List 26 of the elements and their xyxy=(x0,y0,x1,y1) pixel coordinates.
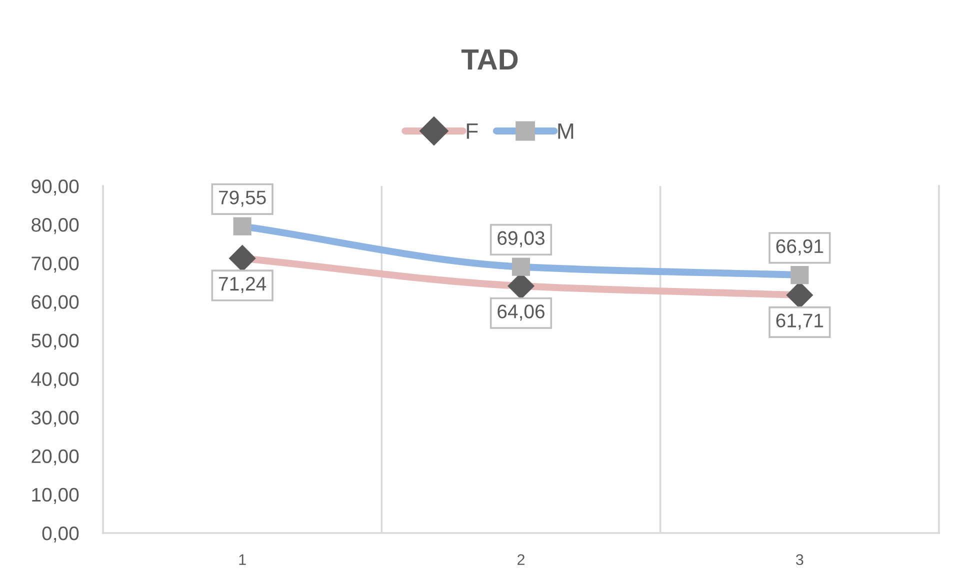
chart-title: TAD xyxy=(461,49,518,70)
y-tick-label: 70,00 xyxy=(32,256,79,273)
data-label: 79,55 xyxy=(219,190,266,207)
y-tick-label: 40,00 xyxy=(31,372,79,388)
x-tick-label: 1 xyxy=(239,554,246,565)
y-tick-label: 20,00 xyxy=(32,449,79,466)
point xyxy=(233,217,252,236)
data-label: 69,03 xyxy=(498,231,544,248)
y-tick-label: 0,00 xyxy=(42,526,79,543)
y-tick-label: 50,00 xyxy=(32,334,79,350)
y-tick-label: 60,00 xyxy=(32,295,79,312)
x-tick-label: 2 xyxy=(518,554,524,565)
data-label: 66,91 xyxy=(776,239,824,256)
data-label: 71,24 xyxy=(219,276,266,293)
y-tick-label: 80,00 xyxy=(32,218,79,234)
point xyxy=(512,258,530,276)
point xyxy=(228,244,256,272)
x-tick-label: 3 xyxy=(796,554,804,566)
point xyxy=(790,266,809,284)
y-tick-label: 90,00 xyxy=(32,179,79,196)
legend-label: F xyxy=(466,123,478,139)
data-label: 61,71 xyxy=(776,314,824,330)
y-tick-label: 30,00 xyxy=(31,410,79,427)
data-label: 64,06 xyxy=(498,304,544,321)
y-tick-label: 10,00 xyxy=(32,488,79,504)
legend-label: M xyxy=(558,123,574,139)
